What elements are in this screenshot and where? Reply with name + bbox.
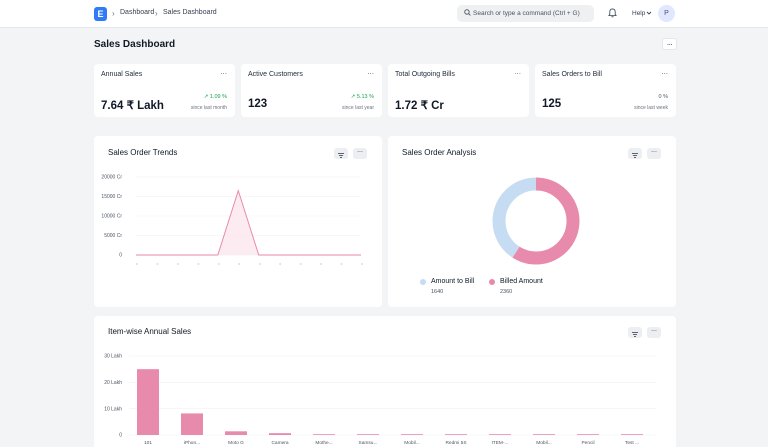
legend-label: Billed Amount bbox=[500, 278, 543, 285]
chart-title: Sales Order Analysis bbox=[402, 148, 477, 157]
card-annual-sales: Annual Sales ... 7.64 ₹ Lakh ↗ 1.09 % si… bbox=[94, 64, 235, 117]
card-since: since last week bbox=[634, 105, 668, 111]
pie-slice bbox=[492, 177, 580, 265]
card-value: 125 bbox=[542, 98, 562, 110]
arrow-up-icon: ↗ bbox=[203, 94, 210, 100]
x-tick-label: ITEM-... bbox=[491, 440, 508, 446]
y-tick-label: 10000 Cr bbox=[101, 214, 122, 220]
series-line bbox=[136, 188, 361, 256]
avatar[interactable]: P bbox=[658, 5, 675, 22]
chart-title: Item-wise Annual Sales bbox=[108, 327, 192, 336]
card-since: since last month bbox=[190, 105, 227, 111]
search-input[interactable]: Search or type a command (Ctrl + G) bbox=[457, 5, 594, 22]
x-tick-label: iPhon... bbox=[184, 440, 200, 446]
breadcrumb-dashboard[interactable]: Dashboard bbox=[120, 9, 155, 16]
bar bbox=[533, 434, 555, 435]
filter-icon bbox=[338, 153, 344, 158]
page-title: Sales Dashboard bbox=[94, 39, 176, 50]
y-tick-label: 20 Lakh bbox=[104, 380, 122, 386]
help-menu[interactable]: Help bbox=[632, 10, 646, 17]
legend-value: 2360 bbox=[500, 289, 513, 295]
card-total-outgoing-bills: Total Outgoing Bills ... 1.72 ₹ Cr bbox=[388, 64, 529, 117]
sales-order-trends-chart: 20000 Cr 15000 Cr 10000 Cr 5000 Cr 0 bbox=[101, 175, 363, 265]
card-title: Annual Sales bbox=[101, 71, 143, 78]
filter-button[interactable] bbox=[628, 148, 642, 159]
item-wise-annual-sales-chart: 30 Lakh 20 Lakh 10 Lakh 0 101 iPhon... Moto G C… bbox=[104, 354, 656, 446]
legend-label: Amount to Bill bbox=[431, 278, 475, 285]
y-tick-label: 0 bbox=[119, 253, 122, 259]
bar bbox=[137, 369, 159, 435]
bar bbox=[577, 434, 599, 435]
x-tick-label: Mobil... bbox=[536, 440, 551, 446]
bar bbox=[489, 434, 511, 435]
legend-swatch bbox=[489, 279, 495, 285]
x-tick-label: Samsu... bbox=[359, 440, 378, 446]
bell-icon[interactable] bbox=[608, 8, 617, 18]
card-delta: 0 % bbox=[658, 94, 668, 100]
x-tick-label: Camera bbox=[271, 440, 288, 446]
card-menu-button[interactable]: ... bbox=[661, 67, 668, 76]
card-title: Active Customers bbox=[248, 71, 303, 78]
filter-button[interactable] bbox=[628, 327, 642, 338]
card-sales-orders-to-bill: Sales Orders to Bill ... 125 0 % since l… bbox=[535, 64, 676, 117]
bar bbox=[357, 434, 379, 435]
x-tick-label: Moto G bbox=[228, 440, 244, 446]
x-tick-label: Test ... bbox=[625, 440, 639, 446]
card-value: 123 bbox=[248, 98, 268, 110]
chevron-down-icon bbox=[646, 11, 652, 15]
y-tick-label: 0 bbox=[119, 433, 122, 439]
card-menu-button[interactable]: ... bbox=[367, 67, 374, 76]
navbar: E › Dashboard › Sales Dashboard Search o… bbox=[0, 0, 768, 28]
card-menu-button[interactable]: ... bbox=[220, 67, 227, 76]
bar bbox=[445, 434, 467, 435]
chart-title: Sales Order Trends bbox=[108, 148, 178, 157]
series-area bbox=[136, 190, 361, 255]
bar bbox=[313, 434, 335, 435]
breadcrumb-sales-dashboard[interactable]: Sales Dashboard bbox=[163, 9, 217, 16]
filter-icon bbox=[632, 153, 638, 158]
card-since: since last year bbox=[342, 105, 374, 111]
card-value: 7.64 ₹ Lakh bbox=[101, 100, 164, 112]
chart-menu-button[interactable]: ... bbox=[647, 147, 661, 159]
card-menu-button[interactable]: ... bbox=[514, 67, 521, 76]
x-tick-label: Redmi 5S bbox=[445, 440, 466, 446]
x-tick-label: Mothe... bbox=[315, 440, 332, 446]
bar bbox=[621, 434, 643, 435]
chart-menu-button[interactable]: ... bbox=[353, 147, 367, 159]
card-delta: ↗ 1.09 % bbox=[203, 94, 227, 100]
x-tick-label: Mobil... bbox=[404, 440, 419, 446]
y-tick-label: 5000 Cr bbox=[104, 233, 122, 239]
y-tick-label: 10 Lakh bbox=[104, 406, 122, 412]
sales-order-analysis-panel bbox=[388, 136, 676, 307]
filter-icon bbox=[632, 332, 638, 337]
app-logo[interactable]: E bbox=[94, 7, 107, 21]
card-active-customers: Active Customers ... 123 ↗ 5.13 % since … bbox=[241, 64, 382, 117]
chart-menu-button[interactable]: ... bbox=[647, 326, 661, 338]
x-tick-label: Pencil bbox=[581, 440, 594, 446]
x-tick-label: 101 bbox=[144, 440, 152, 446]
chevron-right-icon: › bbox=[112, 9, 115, 18]
sales-order-analysis-chart bbox=[492, 177, 580, 265]
y-tick-label: 15000 Cr bbox=[101, 194, 122, 200]
card-value: 1.72 ₹ Cr bbox=[395, 100, 444, 112]
bar bbox=[181, 413, 203, 435]
arrow-up-icon: ↗ bbox=[350, 94, 357, 100]
y-tick-label: 30 Lakh bbox=[104, 354, 122, 360]
bar bbox=[401, 434, 423, 435]
legend-value: 1640 bbox=[431, 289, 444, 295]
page-more-button[interactable]: ... bbox=[662, 38, 677, 50]
bar bbox=[225, 431, 247, 435]
card-delta: ↗ 5.13 % bbox=[350, 94, 374, 100]
filter-button[interactable] bbox=[334, 148, 348, 159]
chevron-right-icon: › bbox=[155, 9, 158, 18]
card-title: Total Outgoing Bills bbox=[395, 71, 455, 78]
search-placeholder: Search or type a command (Ctrl + G) bbox=[473, 10, 580, 17]
y-tick-label: 20000 Cr bbox=[101, 175, 122, 181]
bar bbox=[269, 433, 291, 435]
search-icon bbox=[464, 9, 471, 16]
card-title: Sales Orders to Bill bbox=[542, 71, 602, 78]
legend-swatch bbox=[420, 279, 426, 285]
